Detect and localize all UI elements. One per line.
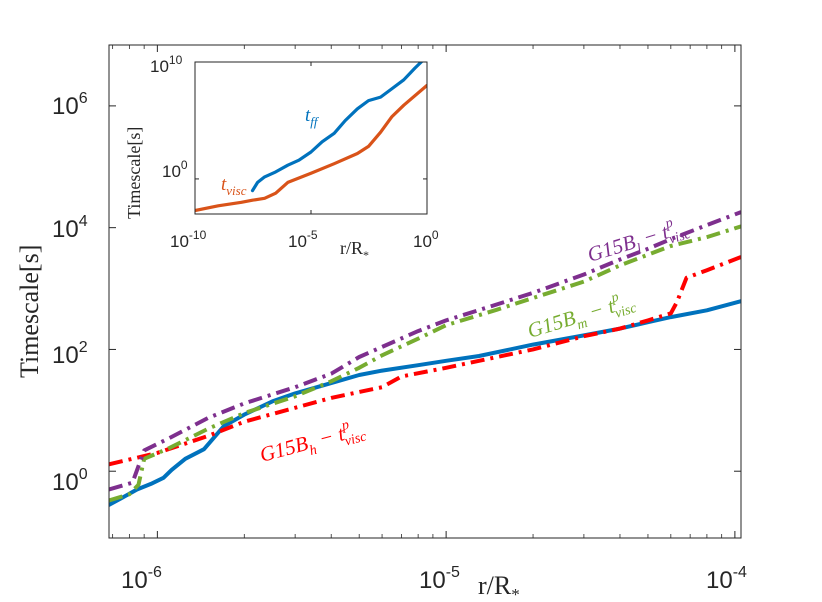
inset-xtick-label-1e0: 100 (413, 228, 439, 251)
main-xtick-label-1e-5: 10-5 (419, 564, 460, 594)
main-series-g15b-m (109, 224, 741, 503)
inset-plot-area (195, 62, 427, 214)
inset-x-axis-label: r/R* (340, 238, 369, 262)
main-y-axis-label: Timescale[s] (15, 245, 44, 378)
main-ytick-label-1e6: 106 (52, 90, 88, 120)
inset-ytick-label-1e10: 1010 (150, 53, 183, 76)
main-ytick-label-1e4: 104 (52, 213, 88, 243)
main-series-group (109, 210, 741, 507)
inset-series-group (195, 62, 427, 213)
main-ytick-label-1e0: 100 (52, 466, 88, 496)
inset-axes-box (194, 61, 428, 215)
main-axes-box (108, 44, 742, 539)
inset-ytick-label-1e0: 100 (162, 158, 188, 181)
inset-series-t-ff (250, 62, 424, 193)
main-series-g15b-l (109, 210, 741, 492)
inset-label-tff: tff (305, 105, 320, 129)
inset-xtick-label-1e-5: 10-5 (288, 228, 318, 251)
main-ytick-label-1e2: 102 (52, 339, 88, 369)
main-x-axis-label: r/R* (478, 571, 520, 602)
main-xtick-label-1e-4: 10-4 (706, 564, 747, 594)
inset-chart: 10-10 10-5 100 100 1010 r/R* Timescale[s… (124, 53, 439, 262)
inset-label-tvisc: tvisc (221, 174, 247, 198)
inset-series-t-visc (195, 83, 427, 213)
inset-xtick-label-1e-10: 10-10 (170, 228, 207, 251)
label-g15b-l: G15Bl − tpvisc (584, 211, 693, 271)
main-series-g15b-h (109, 255, 741, 467)
main-xtick-label-1e-6: 10-6 (121, 564, 162, 594)
inset-y-axis-label: Timescale[s] (124, 127, 144, 219)
main-minor-ticks (109, 45, 741, 538)
